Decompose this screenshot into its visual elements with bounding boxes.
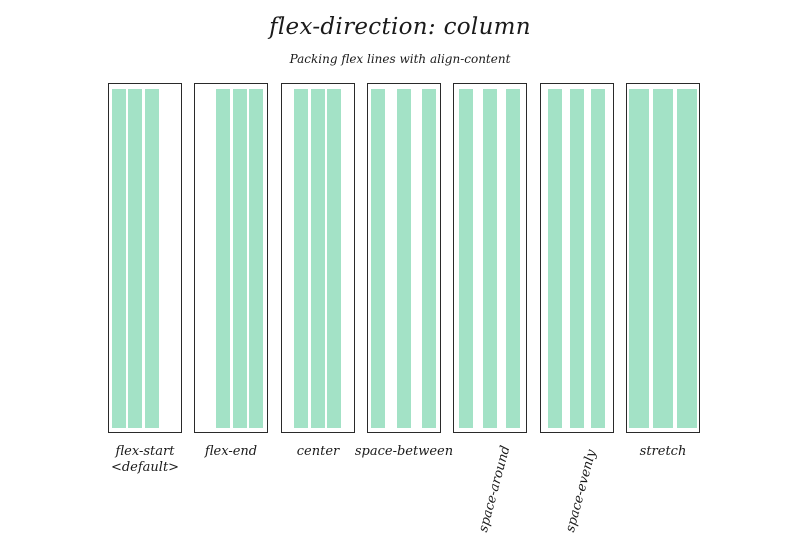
flex-item bbox=[397, 89, 411, 260]
label-space-between: space-between bbox=[349, 444, 459, 460]
label-space-evenly: space-evenly bbox=[563, 448, 600, 534]
flex-container-flex-end bbox=[194, 83, 268, 433]
flex-item bbox=[422, 89, 436, 260]
flex-item bbox=[145, 89, 159, 260]
flex-item bbox=[677, 89, 697, 260]
flex-item bbox=[422, 259, 436, 428]
flex-item bbox=[294, 259, 308, 428]
flex-item bbox=[145, 259, 159, 428]
flex-item bbox=[233, 259, 247, 428]
flex-item bbox=[570, 259, 584, 428]
flex-item bbox=[294, 89, 308, 260]
flex-container-space-between bbox=[367, 83, 441, 433]
flex-item bbox=[371, 259, 385, 428]
flex-item bbox=[570, 89, 584, 260]
flex-item bbox=[371, 89, 385, 260]
flex-item bbox=[459, 259, 473, 428]
flex-item bbox=[653, 89, 673, 260]
flex-item bbox=[459, 89, 473, 260]
flex-item bbox=[128, 259, 142, 428]
flex-container-space-around bbox=[453, 83, 527, 433]
flex-item bbox=[249, 89, 263, 260]
label-line: flex-end bbox=[204, 444, 258, 459]
flex-item bbox=[506, 259, 520, 428]
label-center: center bbox=[263, 444, 373, 460]
flex-item bbox=[311, 89, 325, 260]
label-stretch: stretch bbox=[608, 444, 718, 460]
label-line: space-between bbox=[354, 444, 454, 459]
flex-item bbox=[483, 259, 497, 428]
flex-item bbox=[548, 89, 562, 260]
flex-item bbox=[128, 89, 142, 260]
flex-container-flex-start bbox=[108, 83, 182, 433]
flex-item bbox=[112, 89, 126, 260]
label-line: center bbox=[296, 444, 340, 459]
label-flex-start: flex-start <default> bbox=[90, 444, 200, 476]
label-space-around: space-around bbox=[476, 444, 514, 534]
flex-item bbox=[483, 89, 497, 260]
label-line: space-around bbox=[476, 444, 514, 534]
flex-item bbox=[506, 89, 520, 260]
label-flex-end: flex-end bbox=[176, 444, 286, 460]
flex-item bbox=[653, 259, 673, 428]
flex-item bbox=[216, 259, 230, 428]
diagram-subtitle: Packing flex lines with align-content bbox=[289, 52, 511, 66]
flex-item bbox=[327, 259, 341, 428]
label-line: space-evenly bbox=[563, 448, 600, 534]
flex-item bbox=[216, 89, 230, 260]
flex-item bbox=[112, 259, 126, 428]
label-line: flex-start bbox=[115, 444, 175, 459]
flex-container-center bbox=[281, 83, 355, 433]
flex-item bbox=[677, 259, 697, 428]
label-line: stretch bbox=[639, 444, 687, 459]
flex-item bbox=[548, 259, 562, 428]
flex-container-space-evenly bbox=[540, 83, 614, 433]
diagram-title: flex-direction: column bbox=[269, 14, 531, 40]
flex-item bbox=[591, 89, 605, 260]
flex-item bbox=[629, 259, 649, 428]
flex-item bbox=[327, 89, 341, 260]
flex-item bbox=[591, 259, 605, 428]
flex-item bbox=[233, 89, 247, 260]
flex-item bbox=[629, 89, 649, 260]
flex-item bbox=[249, 259, 263, 428]
label-line: <default> bbox=[110, 460, 180, 475]
flex-container-stretch bbox=[626, 83, 700, 433]
flex-item bbox=[311, 259, 325, 428]
flex-item bbox=[397, 259, 411, 428]
